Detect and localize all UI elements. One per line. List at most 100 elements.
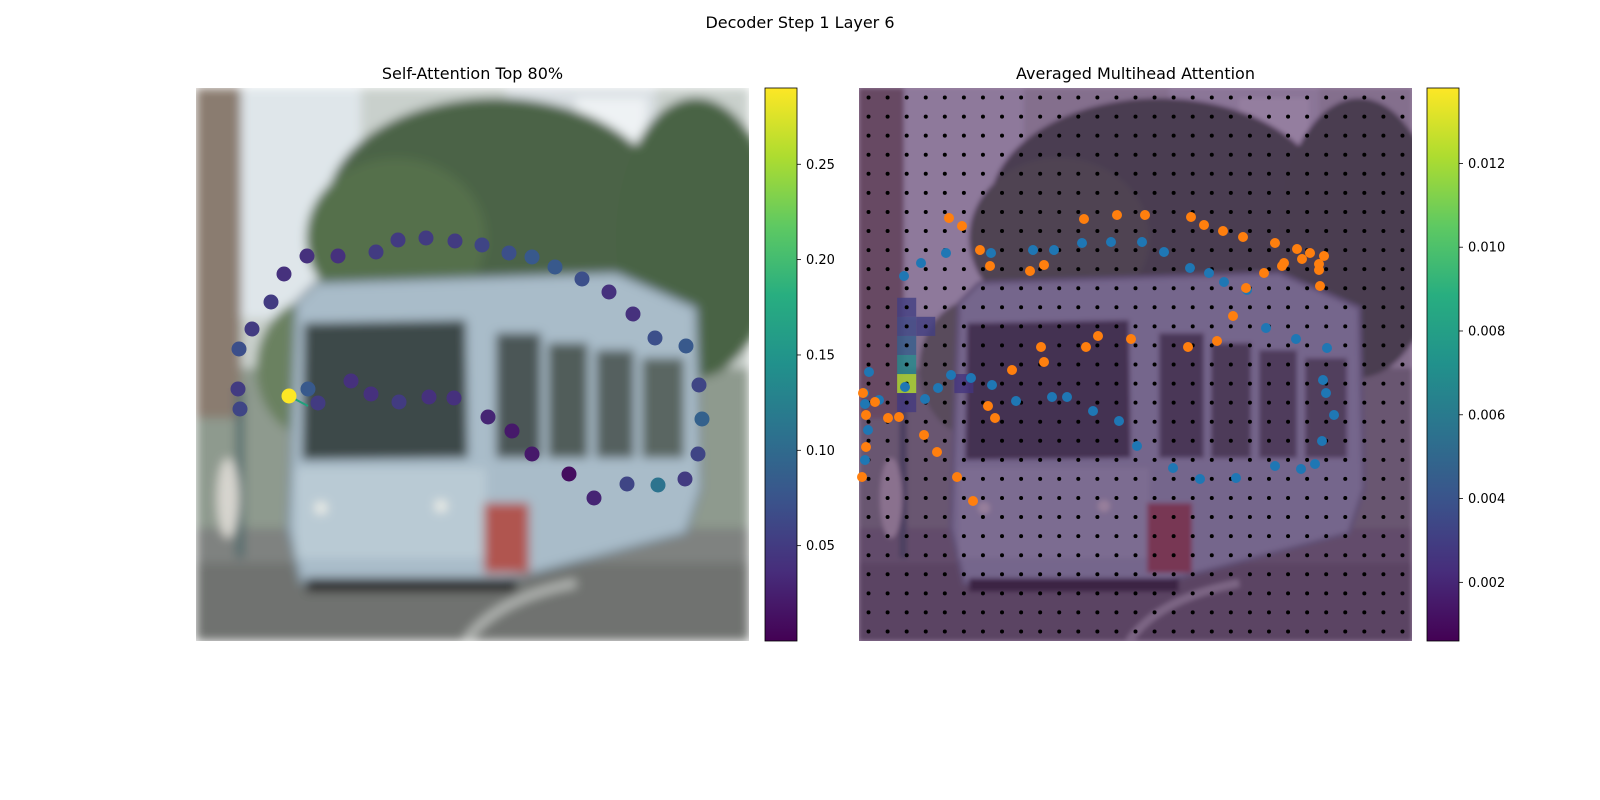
grid-dot	[1019, 152, 1024, 157]
grid-dot	[1152, 190, 1157, 195]
grid-dot	[1152, 610, 1157, 615]
grid-dot	[942, 114, 947, 119]
grid-dot	[1247, 267, 1252, 272]
grid-dot	[1286, 381, 1291, 386]
grid-dot	[1362, 324, 1367, 329]
grid-dot	[1286, 229, 1291, 234]
grid-dot	[1286, 629, 1291, 634]
grid-dot	[1019, 190, 1024, 195]
grid-dot	[1343, 362, 1348, 367]
grid-dot	[1286, 610, 1291, 615]
grid-dot	[980, 152, 985, 157]
grid-dot	[1324, 362, 1329, 367]
grid-dot	[904, 305, 909, 310]
grid-dot	[904, 495, 909, 500]
grid-dot	[1362, 534, 1367, 539]
grid-dot	[1000, 400, 1005, 405]
grid-dot	[1152, 400, 1157, 405]
grid-dot	[923, 305, 928, 310]
grid-dot	[1228, 171, 1233, 176]
grid-dot	[1171, 515, 1176, 520]
orange-series-point	[1270, 238, 1280, 248]
grid-dot	[1152, 534, 1157, 539]
grid-dot	[980, 553, 985, 558]
grid-dot	[1038, 324, 1043, 329]
grid-dot	[1266, 229, 1271, 234]
grid-dot	[1324, 152, 1329, 157]
grid-dot	[904, 438, 909, 443]
grid-dot	[1324, 400, 1329, 405]
grid-dot	[1228, 438, 1233, 443]
grid-dot	[961, 381, 966, 386]
grid-dot	[1000, 419, 1005, 424]
grid-dot	[1209, 190, 1214, 195]
grid-dot	[1305, 114, 1310, 119]
grid-dot	[1038, 515, 1043, 520]
grid-dot	[1057, 400, 1062, 405]
grid-dot	[1057, 152, 1062, 157]
grid-dot	[1324, 553, 1329, 558]
grid-dot	[885, 152, 890, 157]
grid-dot	[1343, 133, 1348, 138]
grid-dot	[1038, 591, 1043, 596]
grid-dot	[942, 190, 947, 195]
grid-dot	[1133, 629, 1138, 634]
grid-dot	[1305, 171, 1310, 176]
left-colorbar	[764, 87, 798, 642]
grid-dot	[1057, 305, 1062, 310]
grid-dot	[1228, 362, 1233, 367]
grid-dot	[1247, 553, 1252, 558]
grid-dot	[1057, 553, 1062, 558]
orange-series-point	[944, 213, 954, 223]
grid-dot	[1114, 362, 1119, 367]
grid-dot	[1228, 629, 1233, 634]
grid-dot	[1000, 248, 1005, 253]
attention-point	[678, 338, 694, 354]
grid-dot	[923, 209, 928, 214]
grid-dot	[1171, 305, 1176, 310]
grid-dot	[885, 534, 890, 539]
grid-dot	[942, 171, 947, 176]
grid-dot	[1266, 572, 1271, 577]
grid-dot	[1171, 229, 1176, 234]
orange-series-point	[952, 472, 962, 482]
orange-series-point	[1218, 226, 1228, 236]
grid-dot	[1381, 152, 1386, 157]
grid-dot	[942, 534, 947, 539]
grid-dot	[1209, 229, 1214, 234]
grid-dot	[1038, 534, 1043, 539]
grid-dot	[1228, 114, 1233, 119]
grid-dot	[1266, 591, 1271, 596]
grid-dot	[1095, 591, 1100, 596]
grid-dot	[1247, 495, 1252, 500]
grid-dot	[1038, 476, 1043, 481]
grid-dot	[1228, 95, 1233, 100]
grid-dot	[1171, 286, 1176, 291]
grid-dot	[980, 343, 985, 348]
grid-dot	[1209, 248, 1214, 253]
grid-dot	[1190, 152, 1195, 157]
grid-dot	[1076, 476, 1081, 481]
grid-dot	[1247, 152, 1252, 157]
grid-dot	[1019, 572, 1024, 577]
grid-dot	[1305, 591, 1310, 596]
grid-dot	[1019, 381, 1024, 386]
grid-dot	[942, 400, 947, 405]
grid-dot	[1057, 515, 1062, 520]
grid-dot	[1381, 190, 1386, 195]
grid-dot	[904, 190, 909, 195]
grid-dot	[1362, 248, 1367, 253]
grid-dot	[961, 457, 966, 462]
grid-dot	[1190, 190, 1195, 195]
grid-dot	[1343, 495, 1348, 500]
grid-dot	[1095, 457, 1100, 462]
grid-dot	[1305, 286, 1310, 291]
orange-series-point	[1093, 331, 1103, 341]
grid-dot	[942, 476, 947, 481]
grid-dot	[866, 610, 871, 615]
grid-dot	[1019, 229, 1024, 234]
grid-dot	[1190, 591, 1195, 596]
grid-dot	[961, 324, 966, 329]
grid-dot	[1305, 229, 1310, 234]
grid-dot	[1362, 629, 1367, 634]
